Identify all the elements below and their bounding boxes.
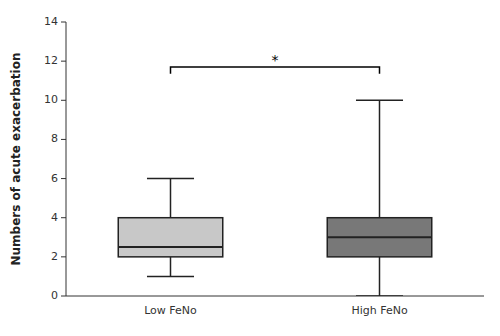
x-tick-label: High FeNo — [351, 304, 408, 317]
y-axis-label: Numbers of acute exacerbation — [9, 53, 23, 266]
y-tick-label: 14 — [44, 15, 58, 28]
y-tick — [61, 22, 66, 23]
y-tick-label: 0 — [51, 289, 58, 302]
whisker-low — [379, 257, 381, 296]
cap-high — [147, 178, 194, 180]
y-tick-label: 4 — [51, 211, 58, 224]
y-tick-label: 8 — [51, 132, 58, 145]
y-tick-label: 2 — [51, 250, 58, 263]
box — [327, 218, 432, 257]
cap-low — [147, 276, 194, 278]
cap-high — [356, 100, 403, 102]
plot-area — [118, 67, 432, 296]
y-tick-label: 10 — [44, 93, 58, 106]
box — [118, 218, 223, 257]
significance-label: * — [272, 52, 279, 68]
whisker-high — [170, 179, 172, 218]
median — [327, 236, 432, 238]
y-tick — [61, 256, 66, 257]
y-tick-label: 12 — [44, 54, 58, 67]
y-tick — [61, 296, 66, 297]
y-tick — [61, 100, 66, 101]
y-tick-label: 6 — [51, 172, 58, 185]
y-tick — [61, 61, 66, 62]
y-tick — [61, 217, 66, 218]
chart-container: 0 2 4 6 8 10 12 14 Numbers of acute exacerbation… — [0, 0, 500, 336]
y-axis-line — [66, 22, 67, 296]
x-tick-label: Low FeNo — [144, 304, 197, 317]
x-axis-line — [66, 296, 484, 297]
y-tick — [61, 178, 66, 179]
y-tick — [61, 139, 66, 140]
median — [118, 246, 223, 248]
cap-low — [356, 295, 403, 296]
chart: 0 2 4 6 8 10 12 14 Numbers of acute exacerbation… — [0, 0, 500, 336]
whisker-high — [379, 100, 381, 217]
whisker-low — [170, 257, 172, 277]
significance-bracket — [171, 67, 380, 74]
